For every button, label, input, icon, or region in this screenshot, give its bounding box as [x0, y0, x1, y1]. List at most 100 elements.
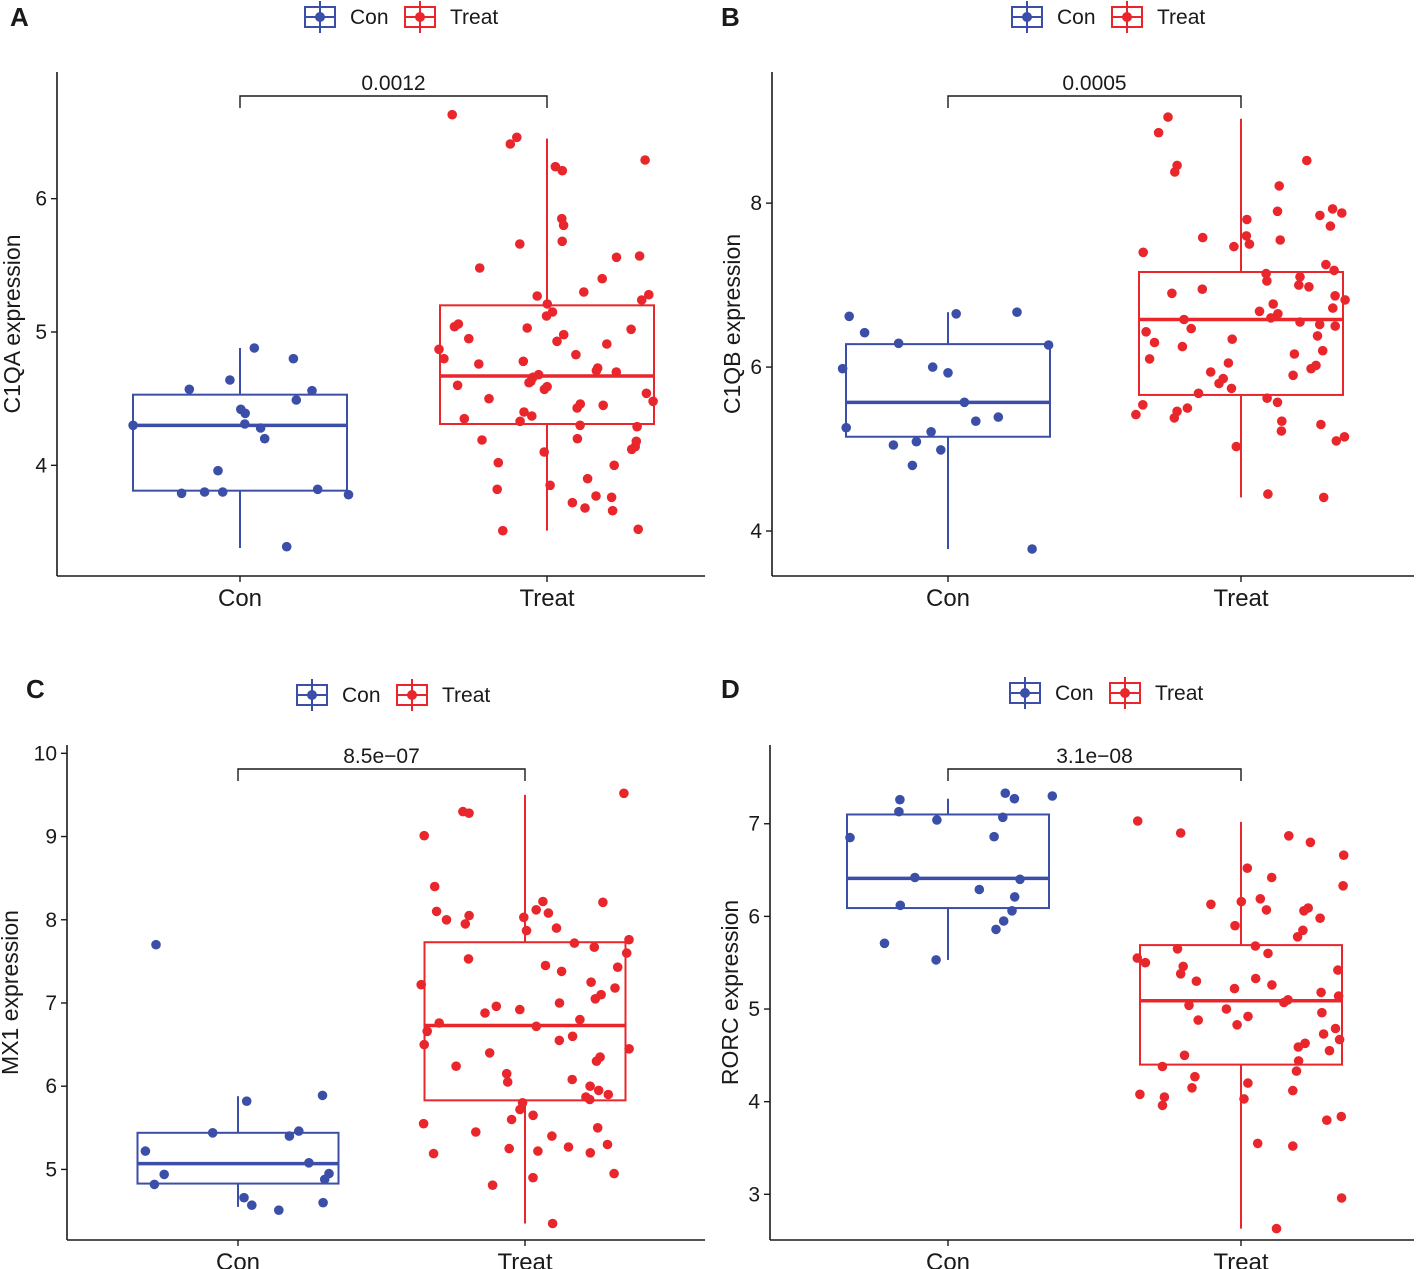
data-point: [1322, 1115, 1332, 1125]
data-point: [1266, 313, 1276, 323]
data-point: [1009, 793, 1020, 804]
y-tick-label: 4: [750, 520, 762, 543]
data-point: [610, 983, 620, 993]
data-point: [1293, 1056, 1304, 1066]
data-point: [926, 427, 936, 437]
data-point: [1138, 400, 1148, 410]
legend-label-treat: Treat: [442, 684, 490, 707]
data-point: [567, 497, 578, 508]
data-point: [609, 1168, 619, 1179]
data-point: [521, 925, 532, 936]
data-point: [498, 525, 508, 536]
panel-letter: D: [721, 674, 740, 704]
legend-label-con: Con: [342, 684, 381, 707]
data-point: [558, 329, 569, 340]
data-point: [1170, 167, 1180, 177]
data-point: [522, 323, 532, 333]
legend-key-con: [1009, 677, 1041, 709]
data-point: [184, 384, 195, 395]
data-point: [1000, 788, 1011, 798]
data-point: [1172, 944, 1183, 954]
data-point: [894, 806, 904, 817]
data-point: [474, 263, 485, 273]
data-point: [1131, 409, 1141, 420]
data-point: [547, 1218, 558, 1229]
box: [136, 1131, 340, 1185]
data-point: [449, 321, 460, 332]
data-point: [636, 295, 647, 305]
data-point: [1132, 953, 1143, 963]
legend-label-treat: Treat: [1155, 682, 1203, 705]
data-point: [1272, 206, 1283, 217]
data-point: [284, 1131, 295, 1141]
data-point: [274, 1205, 284, 1215]
data-point: [1231, 441, 1242, 452]
data-point: [1197, 232, 1208, 243]
data-point: [1007, 906, 1017, 916]
y-tick-label: 6: [748, 905, 760, 928]
data-point: [1317, 1007, 1327, 1018]
data-point: [563, 1142, 574, 1152]
data-point: [1330, 321, 1340, 331]
y-tick-label: 7: [45, 992, 57, 1015]
data-point: [567, 1031, 578, 1042]
data-point: [515, 1004, 525, 1015]
data-point: [1157, 1061, 1168, 1072]
data-point: [974, 884, 985, 895]
box: [1138, 271, 1344, 396]
data-point: [1272, 397, 1283, 408]
panel-letter: A: [10, 2, 29, 32]
data-point: [464, 333, 474, 344]
data-point: [1254, 306, 1265, 317]
legend-key-con: [296, 679, 328, 711]
y-tick-label: 5: [748, 998, 760, 1021]
data-point: [317, 1090, 328, 1101]
data-point: [542, 299, 553, 309]
data-point: [1274, 181, 1284, 191]
data-point: [554, 1035, 565, 1046]
data-point: [492, 484, 503, 495]
data-point: [572, 433, 583, 444]
legend-key-dot-con: [1020, 688, 1030, 698]
data-point: [1276, 426, 1287, 436]
data-point: [1239, 1094, 1249, 1104]
data-point: [1328, 303, 1338, 313]
significance-bracket: 0.0012: [239, 72, 548, 108]
data-point: [319, 1174, 330, 1185]
data-point: [151, 939, 161, 950]
data-point: [640, 155, 650, 165]
data-point: [579, 287, 589, 297]
data-point: [1318, 492, 1329, 503]
data-point: [1205, 367, 1216, 377]
data-point: [557, 236, 567, 247]
bracket-line: [947, 95, 1242, 108]
data-point: [1193, 1015, 1203, 1025]
data-point: [598, 400, 608, 411]
legend: Con Treat: [296, 679, 490, 711]
data-point: [1293, 1042, 1304, 1052]
data-point: [1337, 208, 1347, 218]
p-value-label: 3.1e−08: [1056, 745, 1133, 768]
data-point: [1288, 1141, 1298, 1151]
data-point: [932, 815, 942, 825]
data-point: [1327, 204, 1338, 214]
data-point: [959, 397, 970, 408]
data-point: [241, 1096, 252, 1106]
data-point: [501, 1068, 512, 1079]
data-point: [431, 906, 442, 917]
data-point: [419, 830, 430, 841]
data-point: [1012, 307, 1022, 318]
data-point: [199, 487, 210, 497]
bracket-line: [239, 95, 548, 108]
data-point: [539, 384, 550, 395]
data-point: [1330, 291, 1340, 301]
data-point: [547, 1131, 557, 1141]
data-point: [1223, 358, 1234, 368]
data-point: [1305, 837, 1316, 848]
x-tick-label-treat: Treat: [519, 585, 574, 612]
y-tick-label: 5: [35, 321, 47, 344]
legend-key-dot-treat: [415, 12, 425, 22]
series-treat: [1132, 816, 1349, 1234]
data-point: [1242, 863, 1253, 873]
